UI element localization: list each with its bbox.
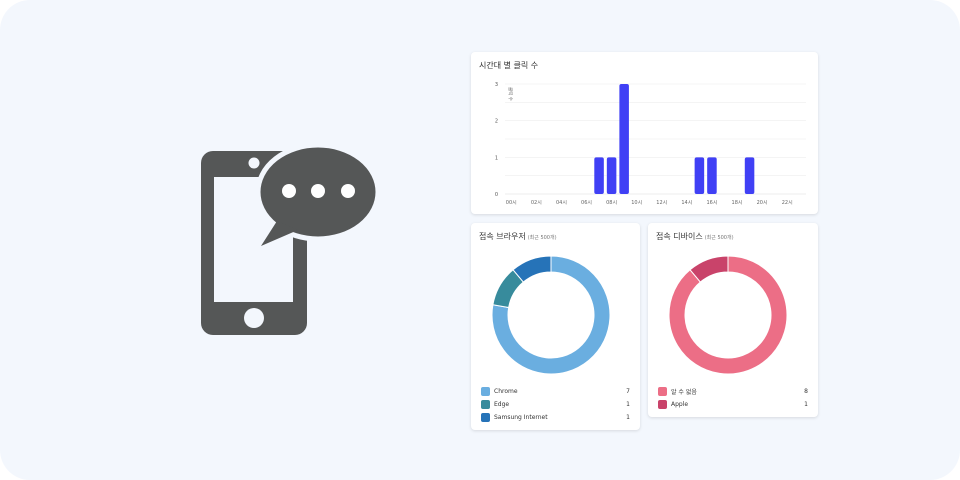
y-axis-label: 클릭 수 <box>507 87 514 101</box>
y-tick-label: 2 <box>495 119 498 125</box>
bar-07시 <box>594 157 604 194</box>
browser-legend: Chrome 7 Edge 1 Samsung Internet 1 <box>481 385 630 424</box>
browser-card: 접속 브라우저 (최근 500개) Chrome 7 Edge 1 Samsung Int… <box>471 223 640 430</box>
x-tick-label: 16시 <box>706 200 717 206</box>
browser-title-text: 접속 브라우저 <box>479 232 526 241</box>
legend-item[interactable]: Apple 1 <box>658 398 808 411</box>
bar-15시 <box>694 157 705 194</box>
slice-Samsung Internet <box>512 255 552 283</box>
x-tick-label: 02시 <box>531 200 542 206</box>
slice-알 수 없음 <box>668 255 788 375</box>
x-tick-label: 10시 <box>631 200 642 206</box>
device-title: 접속 디바이스 (최근 500개) <box>656 231 734 242</box>
legend-label: Samsung Internet <box>494 414 548 421</box>
legend-value: 1 <box>626 414 630 421</box>
legend-label: Apple <box>671 401 689 408</box>
hourly-clicks-title: 시간대 별 클릭 수 <box>479 61 539 70</box>
slice-Chrome <box>491 255 611 375</box>
device-donut <box>668 255 788 375</box>
y-tick-label: 1 <box>495 155 498 161</box>
legend-item[interactable]: Chrome 7 <box>481 385 630 398</box>
bar-19시 <box>744 157 755 194</box>
legend-swatch <box>481 387 490 396</box>
bar-08시 <box>606 157 617 194</box>
legend-value: 1 <box>804 401 808 408</box>
legend-label: Chrome <box>494 388 518 395</box>
legend-swatch <box>658 400 667 409</box>
x-tick-label: 18시 <box>732 200 743 206</box>
device-legend: 알 수 없음 8 Apple 1 <box>658 385 808 411</box>
legend-value: 1 <box>626 401 630 408</box>
hourly-clicks-card: 시간대 별 클릭 수 0 1 2 3 클릭 수 00시 02시 04시 06시 08시 10시 12시… <box>471 52 818 214</box>
device-card: 접속 디바이스 (최근 500개) 알 수 없음 8 Apple 1 <box>648 223 818 417</box>
device-title-text: 접속 디바이스 <box>656 232 703 241</box>
legend-swatch <box>481 400 490 409</box>
browser-donut <box>491 255 611 375</box>
legend-label: 알 수 없음 <box>671 389 697 396</box>
y-tick-label: 0 <box>495 192 498 198</box>
bar-09시 <box>619 84 629 194</box>
x-tick-label: 22시 <box>782 200 793 206</box>
slice-Apple <box>689 255 729 283</box>
phone-chat-icon <box>201 142 381 335</box>
x-tick-label: 00시 <box>506 200 517 206</box>
y-tick-label: 3 <box>495 82 498 88</box>
device-subtitle: (최근 500개) <box>704 235 734 241</box>
bar-16시 <box>707 157 717 194</box>
browser-subtitle: (최근 500개) <box>527 235 557 241</box>
legend-item[interactable]: Edge 1 <box>481 398 630 411</box>
x-tick-label: 06시 <box>581 200 592 206</box>
legend-label: Edge <box>494 401 510 408</box>
legend-item[interactable]: 알 수 없음 8 <box>658 385 808 398</box>
legend-item[interactable]: Samsung Internet 1 <box>481 411 630 424</box>
x-tick-label: 20시 <box>757 200 768 206</box>
legend-swatch <box>658 387 667 396</box>
browser-title: 접속 브라우저 (최근 500개) <box>479 231 557 242</box>
legend-swatch <box>481 413 490 422</box>
x-tick-label: 04시 <box>556 200 567 206</box>
hourly-clicks-chart: 0 1 2 3 클릭 수 00시 02시 04시 06시 08시 10시 12시 14시 16시 18시 20… <box>495 82 806 206</box>
x-tick-label: 08시 <box>606 200 617 206</box>
legend-value: 7 <box>626 388 630 395</box>
x-tick-label: 14시 <box>681 200 692 206</box>
x-tick-label: 12시 <box>656 200 667 206</box>
legend-value: 8 <box>804 388 808 395</box>
